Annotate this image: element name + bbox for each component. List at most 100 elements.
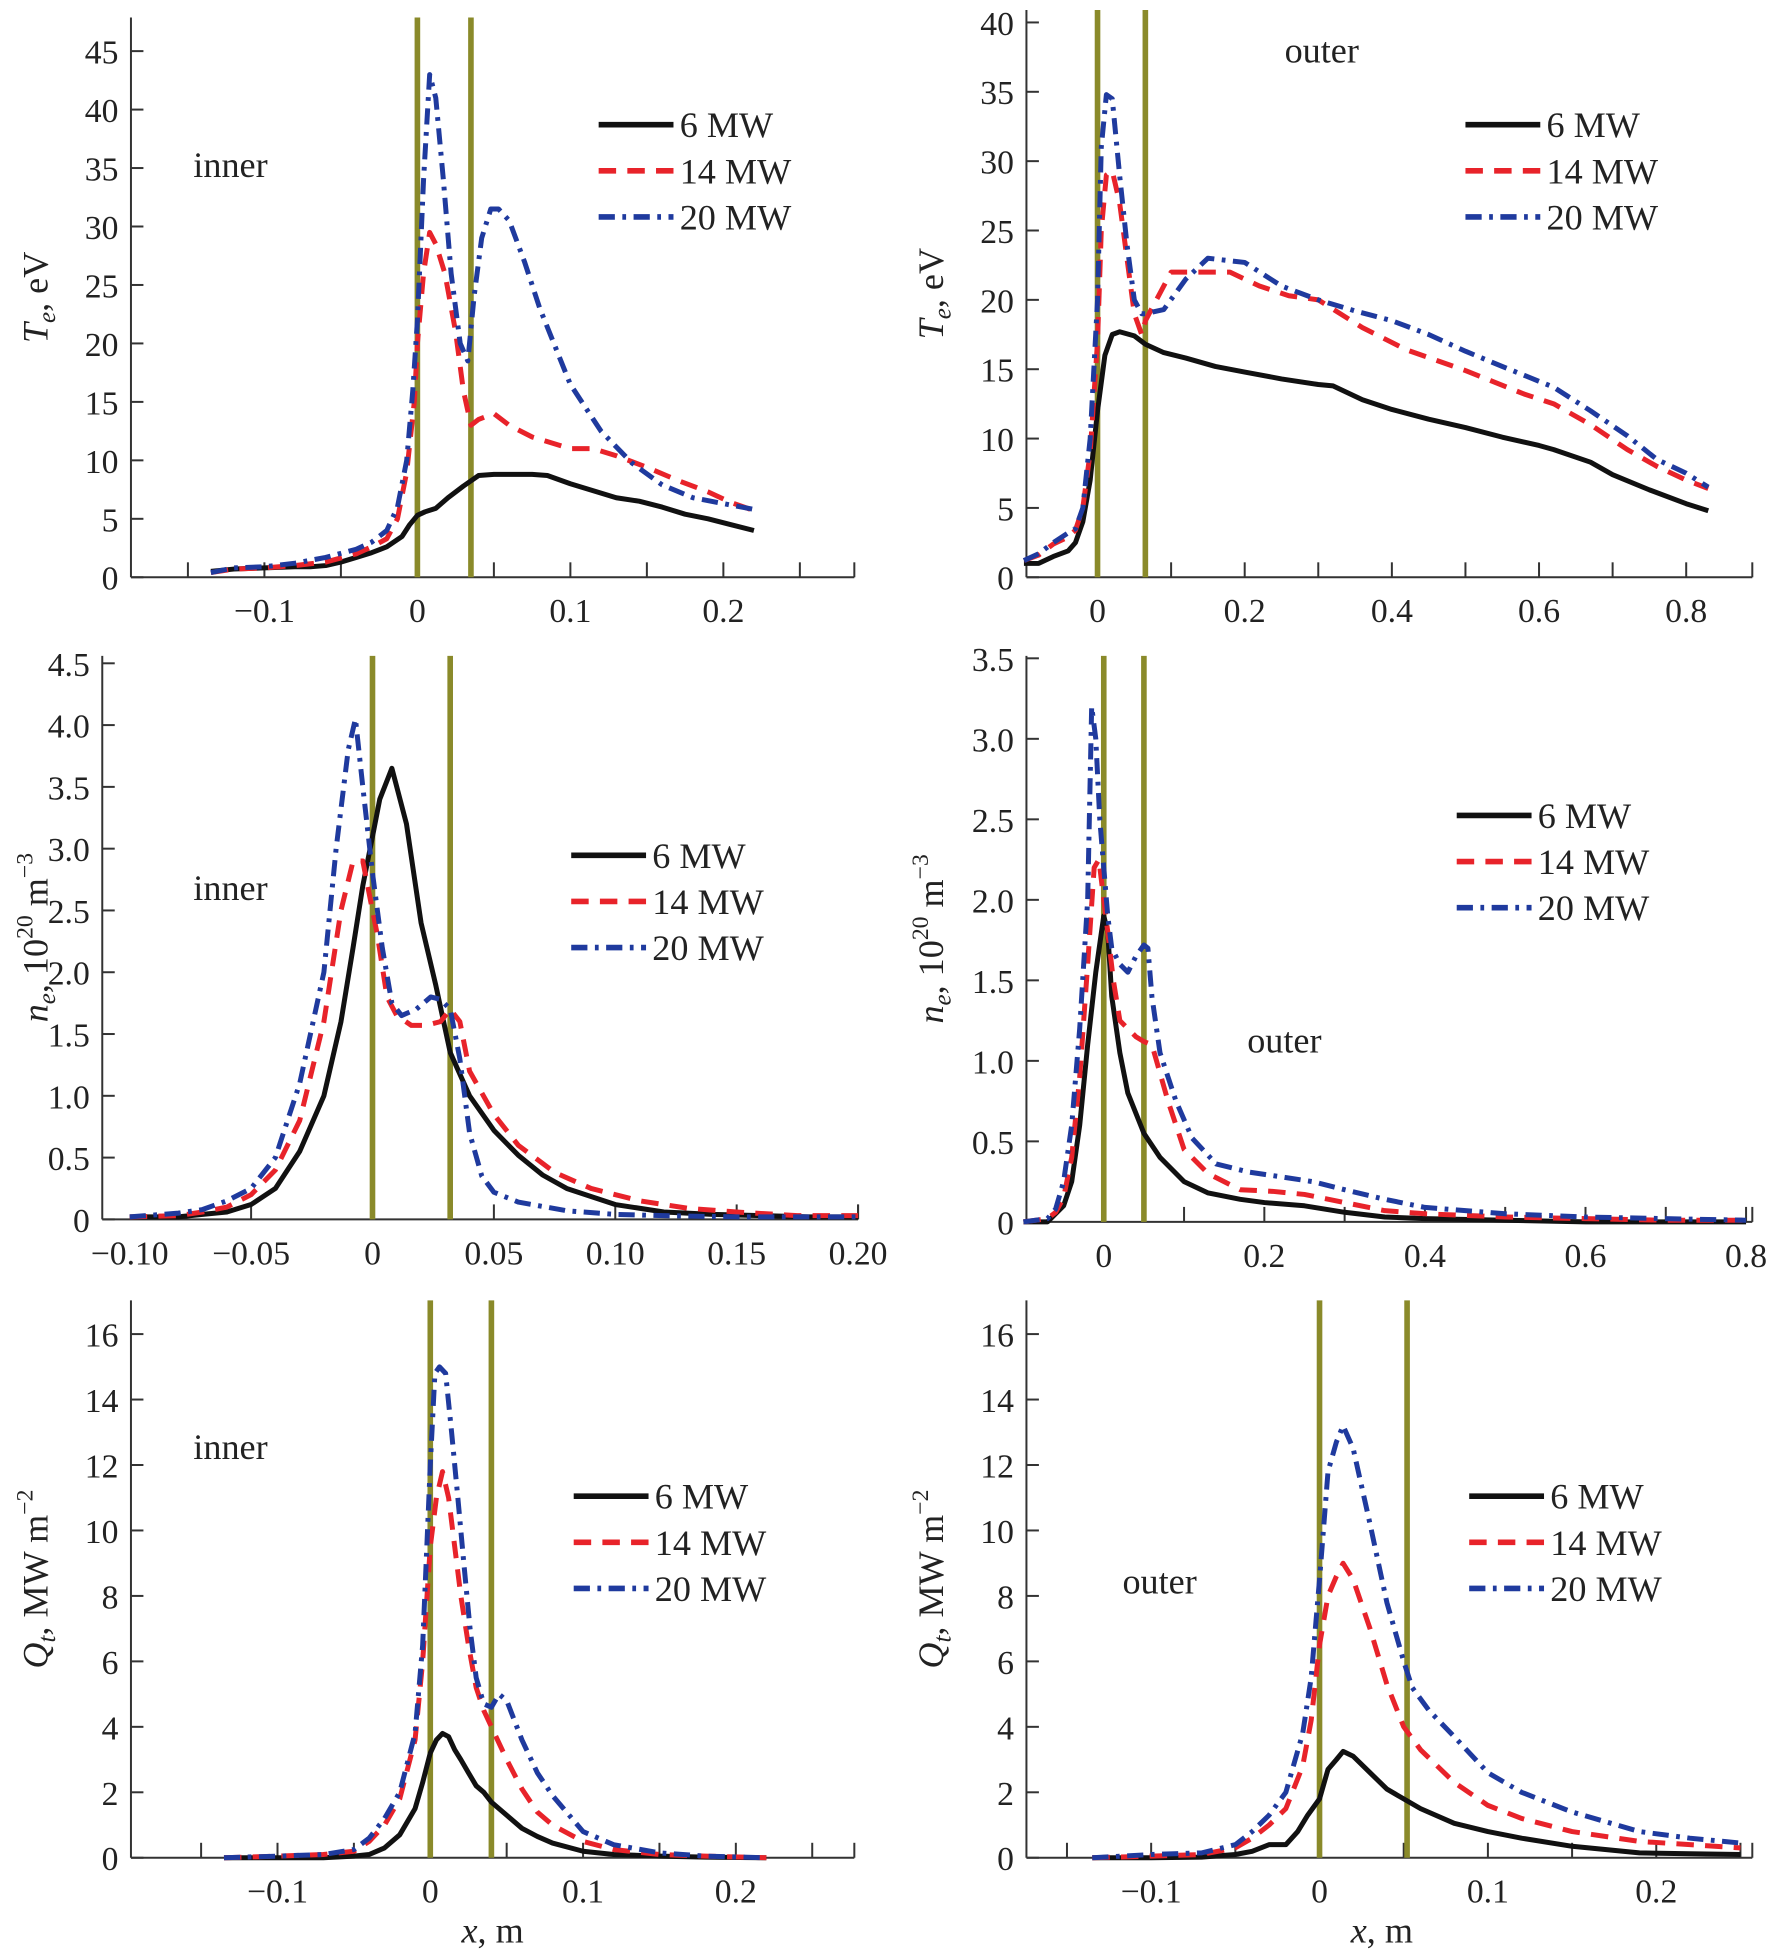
x-tick-label: 0.8 [1725,1238,1767,1275]
panel-qt-outer: −0.1 0 0.1 0.2 0 2 4 6 8 10 12 14 16 Qt, MW m−2 x, m ou… [908,1300,1754,1951]
legend-label: 6 MW [652,836,746,876]
x-tick-label: 0.1 [549,593,591,630]
y-tick-label: 8 [102,1579,119,1616]
y-tick-label: 40 [85,93,119,130]
y-tick-label: 3.5 [972,642,1014,679]
y-tick-label: 1.5 [972,964,1014,1001]
x-axis-title: x, m [1350,1911,1413,1951]
panel-te-inner: −0.1 0 0.1 0.2 0 5 10 15 20 25 30 35 40 45 Te, eV inner… [15,17,856,630]
y-tick-label: 3.0 [972,722,1014,759]
y-tick-label: 10 [85,1514,119,1551]
y-tick-label: 5 [102,502,119,539]
y-tick-label: 25 [980,214,1014,251]
y-tick-label: 0 [997,1205,1014,1242]
legend-label: 20 MW [652,928,764,968]
legend-label: 20 MW [655,1569,767,1609]
legend-label: 14 MW [652,882,764,922]
y-tick-label: 25 [85,268,119,305]
y-tick-label: 15 [85,385,119,422]
series-line-6mw [1023,913,1747,1225]
y-axis-title: Te, eV [15,252,60,343]
x-tick-label: 0.2 [1224,593,1266,630]
series-line-14mw [223,1469,767,1861]
x-tick-label: 0.2 [1243,1238,1285,1275]
x-tick-label: 0 [1095,1238,1112,1275]
x-tick-label: 0.6 [1518,593,1560,630]
series-line-14mw [1023,168,1710,563]
y-tick-label: 8 [997,1579,1014,1616]
series-line-6mw [223,1730,767,1861]
y-tick-label: 6 [102,1645,119,1682]
y-tick-label: 20 [85,327,119,364]
legend: 6 MW 14 MW 20 MW [1469,1477,1663,1609]
y-tick-label: 3.0 [48,832,90,869]
x-tick-label: −0.1 [247,1874,308,1911]
y-tick-label: 20 [980,283,1014,320]
y-tick-label: 14 [980,1383,1014,1420]
y-tick-label: 10 [980,1514,1014,1551]
y-tick-label: 0 [102,561,119,598]
legend: 6 MW 14 MW 20 MW [1456,796,1650,928]
x-tick-label: −0.1 [234,593,295,630]
y-tick-label: 14 [85,1383,119,1420]
legend-label: 14 MW [655,1523,767,1563]
series-line-20mw [210,72,755,575]
legend-label: 20 MW [1547,197,1659,237]
x-axis-title: x, m [461,1911,524,1951]
x-tick-label: 0.2 [1635,1874,1677,1911]
legend: 6 MW 14 MW 20 MW [573,1477,767,1609]
region-annotation: outer [1285,30,1359,70]
region-annotation: outer [1122,1561,1196,1601]
y-axis-title: Qt, MW m−2 [908,1490,956,1669]
panel-qt-inner: −0.1 0 0.1 0.2 0 2 4 6 8 10 12 14 16 Qt, MW m−2 x, m in… [12,1300,856,1951]
y-tick-label: 30 [980,145,1014,182]
x-tick-label: 0.6 [1564,1238,1606,1275]
region-annotation: inner [193,1427,267,1467]
x-tick-label: −0.05 [212,1235,290,1272]
y-tick-label: 0.5 [48,1141,90,1178]
series-line-20mw [1022,92,1710,563]
y-tick-label: 2.0 [972,883,1014,920]
y-axis-title: Te, eV [911,248,956,339]
legend-label: 14 MW [680,151,792,191]
y-tick-label: 0 [73,1203,90,1240]
series-line-6mw [129,765,859,1220]
x-tick-label: 0.4 [1404,1238,1446,1275]
panel-te-outer: 0 0.2 0.4 0.6 0.8 0 5 10 15 20 25 30 35 40 Te, eV outer… [911,6,1754,630]
x-tick-label: 0 [409,593,426,630]
y-tick-label: 0 [997,1841,1014,1878]
y-tick-label: 2 [997,1776,1014,1813]
x-tick-label: 0.1 [562,1874,604,1911]
region-annotation: inner [193,145,267,185]
legend: 6 MW 14 MW 20 MW [598,105,792,237]
y-tick-label: 2 [102,1776,119,1813]
x-tick-label: 0.4 [1371,593,1413,630]
y-tick-label: 45 [85,35,119,72]
x-tick-label: 0 [422,1874,439,1911]
y-tick-label: 6 [997,1645,1014,1682]
series-line-6mw [1092,1748,1741,1861]
legend-label: 6 MW [1550,1477,1644,1517]
legend-label: 6 MW [655,1477,749,1517]
y-tick-label: 35 [980,75,1014,112]
x-tick-label: 0 [364,1235,381,1272]
legend-label: 6 MW [1538,796,1632,836]
y-tick-label: 2.5 [972,803,1014,840]
y-tick-label: 0.5 [972,1125,1014,1162]
y-tick-label: 12 [85,1448,119,1485]
legend-label: 20 MW [1538,888,1650,928]
y-tick-label: 12 [980,1448,1014,1485]
y-tick-label: 3.5 [48,770,90,807]
y-tick-label: 4.0 [48,709,90,746]
series-line-20mw [1092,1423,1741,1861]
x-tick-label: −0.10 [91,1235,169,1272]
y-tick-label: 0 [997,561,1014,598]
y-axis-title: ne, 1020 m−3 [12,853,60,1022]
x-tick-label: −0.1 [1121,1874,1182,1911]
y-tick-label: 15 [980,353,1014,390]
y-tick-label: 4 [997,1710,1014,1747]
x-tick-label: 0.15 [707,1235,766,1272]
y-tick-label: 10 [85,444,119,481]
panel-ne-inner: −0.10 −0.05 0 0.05 0.10 0.15 0.20 0 0.5 1.0 1.5 2.0… [12,647,887,1272]
series-line-20mw [129,716,859,1220]
